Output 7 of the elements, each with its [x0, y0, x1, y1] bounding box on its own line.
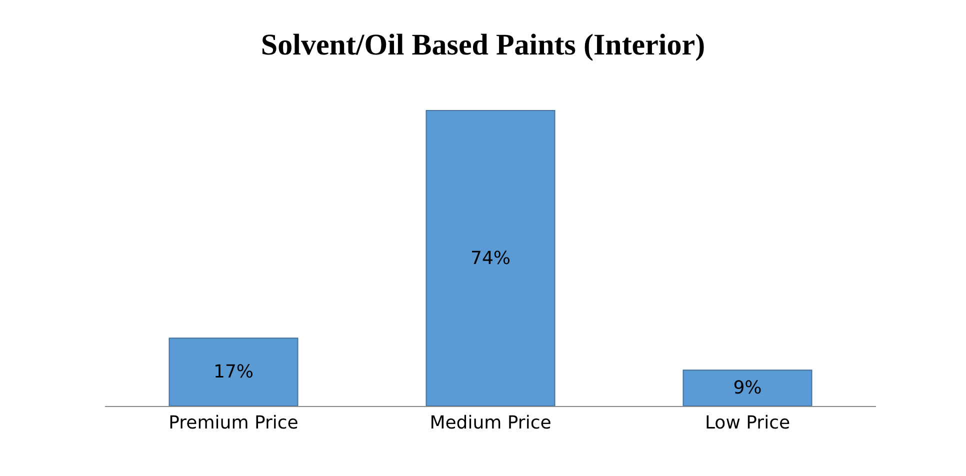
data-label: 9%	[733, 378, 762, 399]
x-tick-label: Medium Price	[430, 412, 552, 434]
x-tick-label: Premium Price	[168, 412, 298, 434]
chart-title: Solvent/Oil Based Paints (Interior)	[260, 28, 706, 62]
data-label: 74%	[470, 248, 511, 269]
x-tick-label: Low Price	[704, 412, 790, 434]
data-label: 17%	[213, 362, 254, 383]
